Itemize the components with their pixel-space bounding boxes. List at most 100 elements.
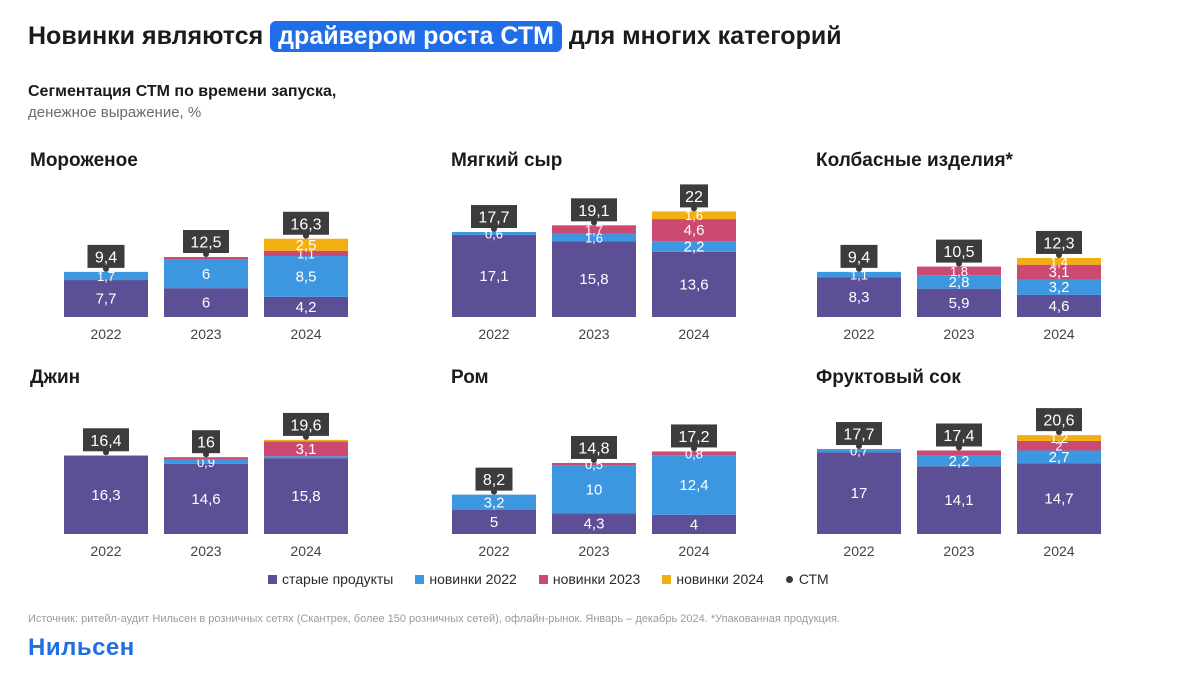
page-title: Новинки являются драйвером роста СТМ для… <box>28 16 842 56</box>
segment-new2024-2024 <box>264 439 348 442</box>
segment-new2023-2023 <box>164 257 248 260</box>
bar-2022: 16,3 16,4 <box>64 428 148 534</box>
data-label-new2022-2022: 0,7 <box>850 444 868 459</box>
segment-old-2023 <box>164 463 248 534</box>
legend-item-new-2024: новинки 2024 <box>662 571 764 587</box>
stm-total-box-2024 <box>671 424 717 448</box>
category-label-2024: 2024 <box>1043 543 1074 559</box>
stm-total-box-2022 <box>475 467 513 491</box>
segment-new2023-2023 <box>552 462 636 466</box>
segment-new2022-2023 <box>917 275 1001 289</box>
legend-label-old: старые продукты <box>282 571 394 587</box>
category-label-2022: 2022 <box>90 326 121 342</box>
category-label-2022: 2022 <box>843 326 874 342</box>
segment-new2022-2022 <box>817 271 901 278</box>
category-label-2023: 2023 <box>190 326 221 342</box>
data-label-old-2022: 7,7 <box>96 291 117 308</box>
data-label-new2023-2023: 0,5 <box>585 457 603 472</box>
segment-new2024-2024 <box>1017 257 1101 265</box>
segment-old-2023 <box>917 288 1001 317</box>
bar-2022: 5 3,2 8,2 <box>452 467 536 534</box>
stm-dot-2023 <box>203 251 209 257</box>
segment-old-2022 <box>64 280 148 317</box>
segment-old-2023 <box>552 241 636 317</box>
segment-new2024-2024 <box>1017 435 1101 441</box>
data-label-new2022-2023: 2,2 <box>949 453 970 470</box>
segment-new2022-2023 <box>164 459 248 464</box>
legend-label-2022: новинки 2022 <box>429 571 517 587</box>
segment-old-2024 <box>1017 294 1101 317</box>
chart-title-fruit-juice: Фруктовый сок <box>816 367 961 388</box>
data-label-new2023-2024: 2 <box>1055 439 1062 454</box>
data-label-new2022-2024: 2,2 <box>684 238 705 255</box>
category-label-2022: 2022 <box>843 543 874 559</box>
stm-dot-2023 <box>956 444 962 451</box>
source-note: Источник: ритейл-аудит Нильсен в розничн… <box>28 613 840 625</box>
stm-dot-2022 <box>856 443 862 450</box>
stm-dot-2023 <box>591 456 597 463</box>
bar-2024: 4 12,4 0,817,2 <box>652 424 736 534</box>
stm-total-label-2024: 19,6 <box>290 417 321 434</box>
segment-new2022-2023 <box>917 455 1001 467</box>
bar-2023: 15,8 1,61,7 19,1 <box>552 198 636 317</box>
segment-new2022-2024 <box>264 456 348 459</box>
segment-new2024-2024 <box>264 238 348 251</box>
segment-new2022-2023 <box>552 233 636 242</box>
legend-item-stm: СТМ <box>785 571 829 587</box>
segment-new2022-2024 <box>652 241 736 252</box>
legend-swatch-2022 <box>415 574 425 584</box>
stm-total-label-2024: 20,6 <box>1043 413 1074 430</box>
stm-total-label-2023: 10,5 <box>943 244 974 261</box>
stm-total-label-2022: 9,4 <box>848 249 870 266</box>
data-label-old-2022: 8,3 <box>849 289 870 306</box>
data-label-new2023-2024: 3,1 <box>1049 264 1070 281</box>
segment-old-2024 <box>264 458 348 534</box>
data-label-new2022-2023: 6 <box>202 266 210 283</box>
stm-dot-2023 <box>956 260 962 267</box>
segment-old-2024 <box>264 296 348 317</box>
data-label-new2023-2024: 3,1 <box>296 441 317 458</box>
chart-title-gin: Джин <box>30 367 81 388</box>
stm-dot-2022 <box>103 449 109 456</box>
data-label-new2022-2022: 1,7 <box>97 269 115 284</box>
stm-dot-2022 <box>103 265 109 272</box>
segment-old-2022 <box>452 234 536 317</box>
data-label-old-2024: 4,6 <box>1049 298 1070 315</box>
stm-total-box-2024 <box>283 211 329 235</box>
segment-new2023-2023 <box>164 457 248 460</box>
chart-gin: 16,3 16,4 2022 14,60,916 2023 15,8 3,1 19,6 2024 <box>64 412 348 559</box>
stm-total-label-2022: 17,7 <box>843 427 874 444</box>
stm-total-label-2022: 17,7 <box>478 210 509 227</box>
stm-total-label-2022: 8,2 <box>483 472 505 489</box>
segment-new2022-2024 <box>1017 450 1101 464</box>
bar-2022: 17,1 0,617,7 <box>452 205 536 317</box>
stm-total-box-2022 <box>836 422 882 446</box>
segment-new2023-2023 <box>917 266 1001 276</box>
stm-total-label-2023: 14,8 <box>578 440 609 457</box>
data-label-new2022-2023: 2,8 <box>949 274 970 291</box>
nielsen-logo: Нильсен <box>28 634 135 661</box>
title-highlight: драйвером роста СТМ <box>270 21 562 52</box>
bar-2022: 17 0,717,7 <box>817 422 901 534</box>
category-label-2024: 2024 <box>1043 326 1074 342</box>
data-label-new2023-2024: 4,6 <box>684 222 705 239</box>
legend-label-2023: новинки 2023 <box>552 571 641 587</box>
category-label-2022: 2022 <box>90 543 121 559</box>
data-label-new2022-2024: 3,2 <box>1049 279 1070 296</box>
chart-title-ice-cream: Мороженое <box>30 150 138 171</box>
bar-2022: 7,7 1,7 9,4 <box>64 244 148 317</box>
segment-new2023-2024 <box>264 441 348 457</box>
stm-total-box-2023 <box>936 423 982 447</box>
legend-swatch-2024 <box>662 574 672 584</box>
segment-new2022-2023 <box>164 259 248 289</box>
bar-2022: 8,3 1,1 9,4 <box>817 244 901 317</box>
data-label-old-2023: 5,9 <box>949 295 970 312</box>
chart-sausages: 8,31,19,420225,92,81,810,520234,63,23,11… <box>817 230 1101 342</box>
data-label-new2022-2022: 1,1 <box>850 268 868 283</box>
stm-total-box-2024 <box>1036 230 1082 254</box>
data-label-new2023-2023: 1,7 <box>585 222 603 237</box>
category-label-2023: 2023 <box>578 326 609 342</box>
data-label-old-2024: 15,8 <box>291 488 320 505</box>
data-label-new2023-2024: 0,8 <box>685 446 703 461</box>
stm-total-label-2023: 12,5 <box>190 235 221 252</box>
